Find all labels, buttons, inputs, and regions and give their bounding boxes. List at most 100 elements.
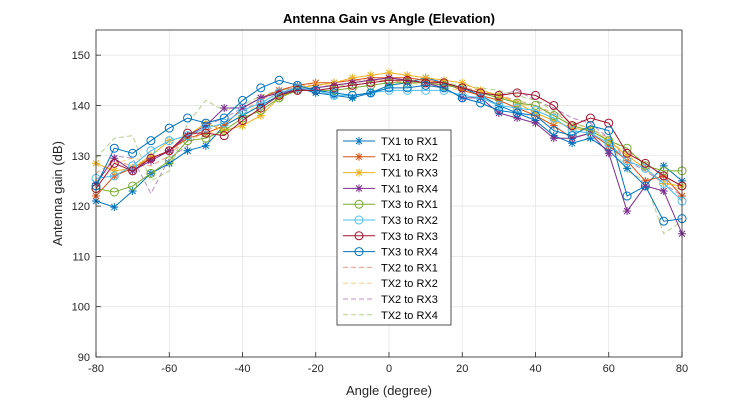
data-point: [494, 100, 504, 110]
legend-item: TX1 to RX1: [343, 136, 438, 148]
data-point: [201, 118, 211, 128]
data-point: [164, 123, 174, 133]
series-11: [95, 77, 683, 197]
data-point: [311, 88, 320, 97]
data-point: [366, 71, 375, 80]
legend-marker: [355, 184, 363, 193]
legend-item: TX3 to RX3: [343, 231, 438, 243]
data-point: [439, 83, 449, 93]
legend-label: TX2 to RX3: [381, 294, 438, 306]
data-point: [238, 116, 247, 126]
legend-label: TX3 to RX1: [381, 199, 438, 211]
data-point: [585, 126, 595, 136]
data-point: [531, 111, 540, 121]
data-point: [385, 81, 393, 90]
data-point: [183, 146, 192, 155]
data-point: [623, 164, 632, 173]
data-point: [421, 80, 431, 90]
data-point: [274, 90, 284, 100]
legend-label: TX2 to RX4: [381, 310, 438, 322]
legend-label: TX1 to RX3: [381, 168, 438, 180]
data-point: [220, 121, 229, 130]
data-point: [274, 88, 284, 98]
legend-label: TX3 to RX3: [381, 231, 438, 243]
data-point: [238, 95, 247, 105]
data-point: [513, 114, 522, 123]
legend-box: [336, 129, 452, 326]
data-point: [164, 136, 174, 146]
data-point: [348, 93, 357, 102]
data-point: [604, 126, 614, 136]
data-point: [164, 156, 174, 166]
data-point: [329, 85, 339, 95]
data-point: [531, 119, 540, 128]
legend-item: TX1 to RX4: [343, 183, 438, 195]
legend-marker: [354, 247, 364, 257]
y-tick-label: 140: [72, 100, 90, 112]
data-point: [604, 149, 613, 158]
series-line: [95, 77, 683, 197]
legend-item: TX3 to RX2: [343, 215, 438, 227]
data-point: [128, 166, 138, 176]
data-point: [110, 203, 119, 212]
data-point: [165, 159, 174, 168]
data-point: [329, 83, 339, 93]
x-axis-label: Angle (degree): [346, 383, 432, 398]
data-point: [292, 85, 302, 95]
data-point: [659, 171, 669, 181]
data-point: [623, 151, 632, 160]
data-point: [238, 121, 247, 130]
y-tick-label: 130: [72, 151, 90, 163]
legend-item: TX2 to RX2: [343, 278, 438, 290]
data-point: [512, 108, 522, 118]
data-point: [476, 93, 486, 103]
legend-label: TX3 to RX2: [381, 215, 438, 227]
data-point: [549, 100, 559, 110]
data-point: [458, 86, 467, 95]
x-tick-label: 40: [529, 363, 541, 375]
data-point: [586, 134, 595, 143]
data-point: [238, 103, 247, 112]
data-point: [531, 90, 540, 100]
data-point: [439, 76, 448, 85]
y-tick-label: 110: [72, 251, 90, 263]
data-point: [622, 148, 632, 158]
legend-marker: [355, 152, 363, 161]
data-point: [366, 76, 375, 85]
data-point: [640, 181, 650, 191]
legend-item: TX2 to RX4: [343, 310, 438, 322]
data-point: [494, 109, 503, 118]
y-tick-label: 90: [78, 352, 90, 364]
data-point: [457, 83, 467, 93]
data-point: [292, 83, 302, 93]
x-tick-label: 60: [603, 363, 615, 375]
data-point: [402, 83, 412, 93]
legend-label: TX3 to RX4: [381, 247, 438, 259]
x-tick-label: 20: [456, 363, 468, 375]
series-7: [91, 75, 687, 193]
legend-item: TX1 to RX2: [343, 152, 438, 164]
data-point: [623, 207, 632, 216]
x-tick-label: -60: [161, 363, 177, 375]
data-point: [531, 105, 540, 115]
data-point: [402, 85, 412, 95]
data-point: [403, 71, 412, 80]
data-point: [128, 186, 137, 195]
data-point: [384, 85, 394, 95]
legend-marker: [355, 137, 363, 145]
legend-item: TX2 to RX3: [343, 294, 438, 306]
data-point: [549, 126, 559, 136]
data-point: [256, 103, 266, 113]
x-tick-label: 0: [386, 363, 392, 375]
data-point: [512, 88, 522, 98]
data-point: [109, 171, 119, 181]
legend-label: TX2 to RX2: [381, 278, 438, 290]
data-point: [421, 78, 431, 88]
data-point: [439, 78, 449, 88]
y-axis-label: Antenna gain (dB): [50, 141, 65, 246]
data-point: [659, 166, 669, 176]
legend-item: TX2 to RX1: [343, 262, 438, 274]
data-point: [219, 131, 229, 141]
data-point: [439, 80, 449, 90]
data-point: [567, 126, 577, 136]
